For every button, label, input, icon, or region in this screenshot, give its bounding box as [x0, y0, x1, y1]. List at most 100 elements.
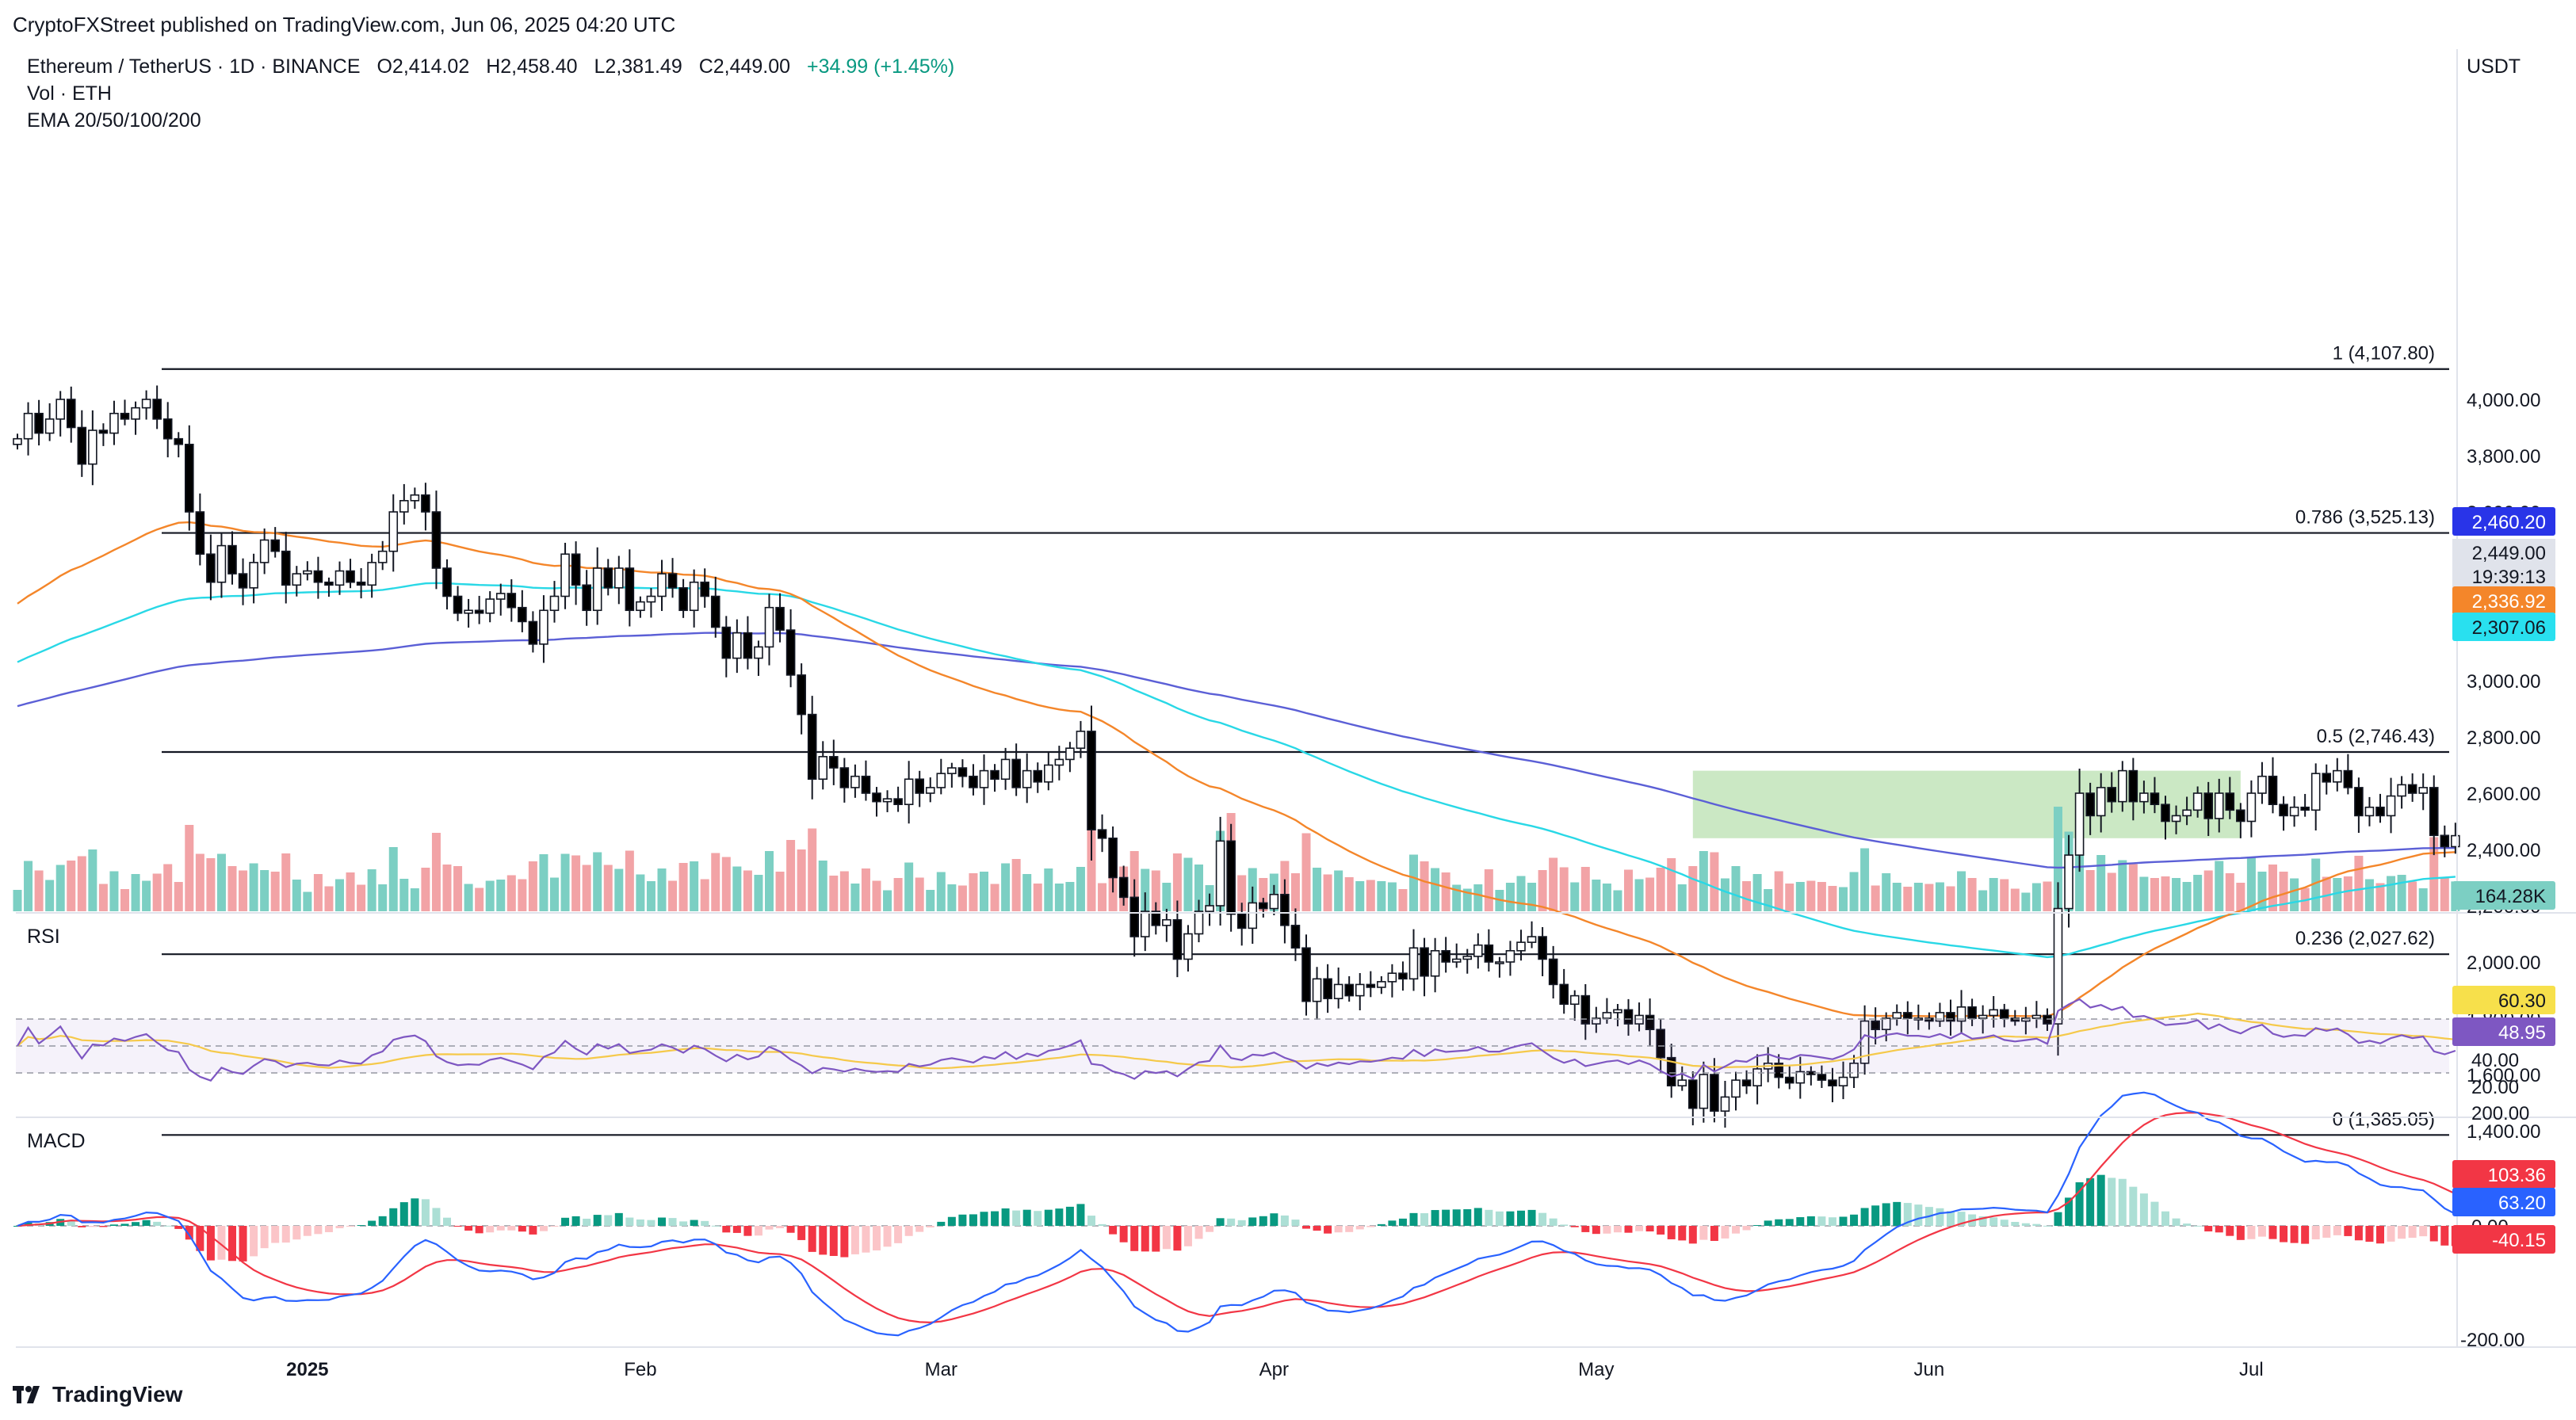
volume-bar	[431, 833, 441, 911]
volume-bar	[657, 868, 667, 911]
candle-body	[2440, 834, 2450, 848]
ema200-price-badge: 2,460.20	[2452, 507, 2555, 536]
candle-body	[1752, 1068, 1762, 1087]
macd-tick-label: 200.00	[2471, 1103, 2529, 1124]
macd-histogram-bar	[518, 1226, 526, 1232]
macd-histogram-bar	[797, 1226, 806, 1240]
macd-histogram-bar	[2172, 1218, 2180, 1226]
volume-bar	[1431, 868, 1440, 911]
candle-body	[2171, 815, 2181, 823]
volume-bar	[1634, 879, 1644, 911]
candle-body	[1044, 764, 1053, 783]
macd-histogram-bar	[13, 1226, 21, 1227]
volume-bar	[45, 880, 55, 911]
candle-body	[1795, 1071, 1806, 1084]
volume-bar	[797, 849, 806, 911]
candle-body	[2118, 769, 2127, 803]
candle-body	[2096, 787, 2106, 817]
volume-bar	[1946, 886, 1955, 911]
candle-body	[1215, 840, 1225, 907]
volume-bar	[1409, 854, 1418, 911]
candle-body	[399, 499, 409, 513]
candle-body	[13, 437, 22, 445]
volume-bar	[2172, 878, 2181, 911]
macd-histogram-bar	[2440, 1226, 2449, 1246]
volume-bar	[1098, 883, 1107, 911]
macd-histogram-bar	[1194, 1226, 1203, 1239]
candle-body	[1312, 978, 1322, 1002]
macd-histogram-bar	[2322, 1226, 2331, 1238]
volume-bar	[1076, 867, 1085, 911]
macd-histogram-bar	[507, 1226, 516, 1231]
candle-body	[1473, 944, 1483, 957]
volume-bar	[464, 884, 473, 911]
volume-bar	[2021, 892, 2031, 911]
macd-histogram-bar	[1463, 1208, 1472, 1226]
candle-body	[1720, 1096, 1730, 1112]
volume-bar	[1688, 866, 1698, 911]
macd-histogram-bar	[432, 1208, 441, 1226]
volume-bar	[1924, 884, 1934, 911]
price-tick-label: 3,800.00	[2467, 446, 2540, 468]
candle-body	[23, 412, 33, 440]
volume-bar	[1860, 848, 1870, 911]
candle-body	[1118, 876, 1129, 899]
macd-histogram-bar	[260, 1226, 269, 1249]
candle-body	[2128, 769, 2138, 803]
macd-histogram-bar	[571, 1216, 580, 1226]
candle-body	[442, 567, 452, 597]
ohlc-high: H2,458.40	[486, 55, 578, 78]
volume-badge-bg	[2452, 881, 2555, 910]
macd-histogram-bar	[840, 1226, 849, 1258]
candle-body	[560, 553, 570, 597]
volume-bar	[2408, 881, 2417, 911]
candle-body	[1784, 1076, 1794, 1084]
volume-bar	[872, 880, 881, 911]
candle-body	[1580, 994, 1591, 1025]
candle-body	[131, 407, 140, 420]
candle-body	[979, 769, 989, 788]
macd-histogram-bar	[1882, 1203, 1890, 1226]
volume-bar	[1420, 861, 1429, 911]
candle-body	[303, 570, 312, 574]
ema50-line	[17, 521, 2456, 1017]
volume-bar	[1462, 888, 1472, 911]
volume-bar	[1624, 869, 1633, 911]
macd-histogram-bar	[1667, 1226, 1676, 1239]
macd-histogram-bar	[1603, 1226, 1611, 1234]
macd-histogram-bar	[1345, 1226, 1354, 1232]
macd-histogram-bar	[1871, 1205, 1880, 1226]
candle-body	[356, 581, 366, 586]
candle-body	[2386, 795, 2396, 817]
volume-bar	[1710, 852, 1719, 911]
candle-body	[55, 399, 65, 420]
price-tick-label: 1,400.00	[2467, 1121, 2540, 1143]
price-tick-label: 2,800.00	[2467, 727, 2540, 749]
macd-histogram-badge-text: -40.15	[2492, 1230, 2546, 1251]
macd-histogram-badge: -40.15	[2452, 1225, 2555, 1254]
volume-bar	[1817, 882, 1826, 911]
candle-body	[1989, 1009, 1998, 1017]
tradingview-brand[interactable]: TradingView	[13, 1382, 182, 1407]
ema50-price-badge-bg	[2452, 586, 2555, 615]
volume-bar	[1882, 873, 1891, 911]
volume-bar	[2387, 876, 2396, 911]
volume-bar	[2182, 882, 2192, 911]
candle-body	[2085, 792, 2095, 817]
volume-bar	[582, 865, 591, 911]
volume-bar	[2279, 872, 2288, 911]
candle-body	[1011, 758, 1021, 788]
candle-body	[1366, 983, 1376, 988]
volume-bar	[1237, 875, 1247, 911]
volume-bar	[2203, 870, 2213, 911]
macd-histogram-bar	[647, 1220, 655, 1226]
ema50-price-badge: 2,336.92	[2452, 586, 2555, 615]
volume-bar	[2139, 876, 2149, 911]
macd-histogram-bar	[1065, 1206, 1074, 1226]
candle-body	[1656, 1029, 1665, 1059]
macd-histogram-bar	[2408, 1226, 2417, 1239]
volume-bar	[1559, 867, 1569, 911]
candle-body	[410, 494, 420, 502]
macd-histogram-bar	[1087, 1216, 1095, 1226]
